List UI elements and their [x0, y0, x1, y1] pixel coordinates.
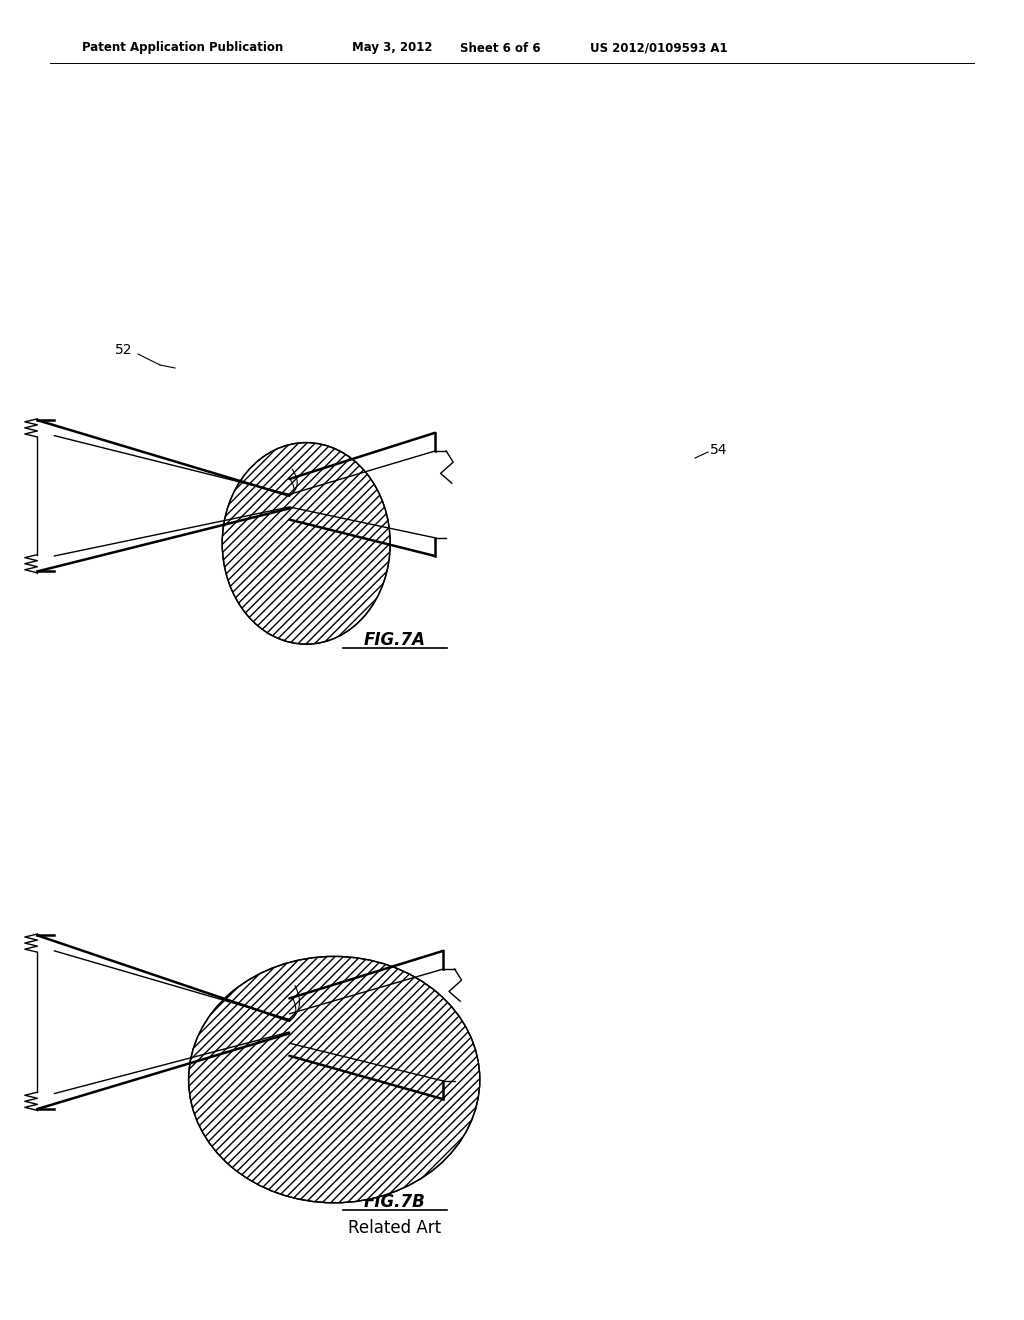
- Text: 52: 52: [115, 343, 132, 356]
- Ellipse shape: [188, 957, 480, 1203]
- Text: FIG.7A: FIG.7A: [364, 631, 426, 649]
- Text: May 3, 2012: May 3, 2012: [352, 41, 432, 54]
- Text: Sheet 6 of 6: Sheet 6 of 6: [460, 41, 541, 54]
- Text: Patent Application Publication: Patent Application Publication: [82, 41, 284, 54]
- Text: US 2012/0109593 A1: US 2012/0109593 A1: [590, 41, 728, 54]
- Text: 54: 54: [710, 444, 727, 457]
- Ellipse shape: [222, 442, 390, 644]
- Text: FIG.7B: FIG.7B: [365, 1193, 426, 1210]
- Text: Related Art: Related Art: [348, 1218, 441, 1237]
